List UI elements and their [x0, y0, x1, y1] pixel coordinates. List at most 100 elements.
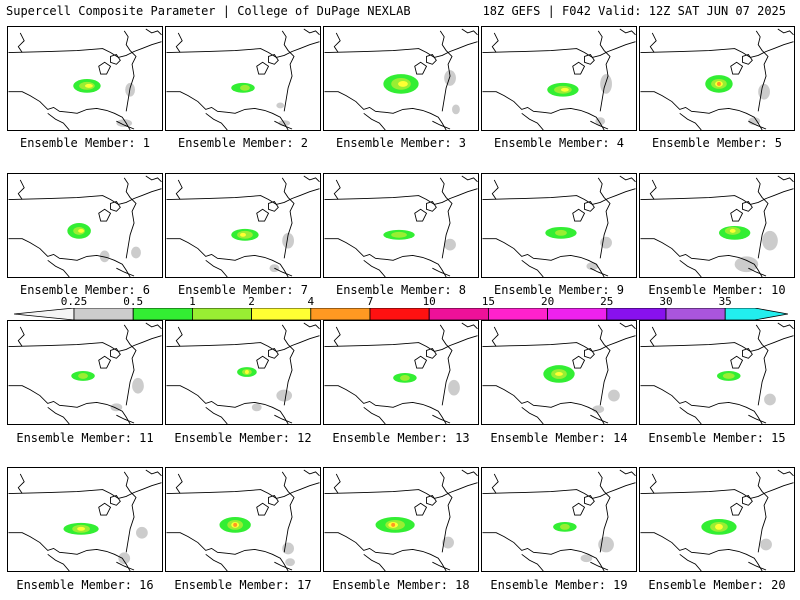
map-boundary	[590, 267, 609, 277]
map-canvas	[166, 175, 320, 277]
scp-shading-low	[762, 230, 778, 251]
scp-shading	[244, 370, 249, 374]
map-boundary	[145, 175, 162, 183]
map-boundary	[777, 28, 794, 36]
colorbar-segment	[547, 308, 608, 320]
map-boundary	[742, 53, 753, 65]
ensemble-member-map	[165, 26, 321, 131]
map-boundary	[619, 28, 636, 36]
map-canvas	[324, 322, 478, 424]
colorbar-segment	[73, 308, 134, 320]
map-boundary	[256, 61, 270, 75]
map-boundary	[755, 324, 769, 406]
map-boundary	[175, 32, 183, 53]
scp-shading-low	[285, 558, 295, 567]
ensemble-member-map	[7, 467, 163, 572]
colorbar-tick-label: 20	[540, 295, 555, 308]
map-boundary	[742, 200, 753, 212]
map-boundary	[426, 347, 437, 359]
scp-shading-low	[444, 70, 456, 86]
map-canvas	[324, 469, 478, 571]
map-boundary	[640, 238, 763, 277]
map-boundary	[47, 553, 70, 571]
map-boundary	[590, 120, 609, 130]
map-boundary	[461, 28, 478, 36]
ensemble-member-label: Ensemble Member: 2	[177, 136, 309, 150]
scp-shading-low	[132, 377, 144, 394]
map-canvas	[8, 28, 162, 130]
map-canvas	[324, 28, 478, 130]
ensemble-member-label: Ensemble Member: 15	[648, 431, 786, 445]
map-boundary	[116, 414, 135, 424]
map-boundary	[8, 335, 162, 352]
map-canvas	[640, 28, 794, 130]
map-boundary	[175, 326, 183, 347]
map-boundary	[491, 326, 499, 347]
ensemble-member-label: Ensemble Member: 3	[335, 136, 467, 150]
map-boundary	[324, 532, 447, 571]
ensemble-member-map	[481, 26, 637, 131]
scp-shading-low	[760, 538, 772, 551]
colorbar-tick-label: 25	[600, 295, 614, 308]
map-boundary	[521, 553, 544, 571]
map-boundary	[426, 200, 437, 212]
map-boundary	[324, 482, 478, 499]
colorbar-segment	[665, 308, 726, 320]
map-boundary	[584, 347, 595, 359]
map-boundary	[414, 355, 428, 369]
map-boundary	[8, 41, 162, 58]
map-boundary	[324, 385, 447, 424]
map-boundary	[268, 347, 279, 359]
map-boundary	[303, 322, 320, 330]
map-boundary	[414, 208, 428, 222]
scp-shading	[391, 522, 396, 527]
map-boundary	[461, 322, 478, 330]
scp-shading-low	[282, 542, 295, 555]
ensemble-member-map	[7, 173, 163, 278]
ensemble-member-map	[165, 467, 321, 572]
scp-shading	[391, 231, 407, 238]
map-boundary	[268, 494, 279, 506]
ensemble-member-map	[481, 467, 637, 572]
ensemble-member-label: Ensemble Member: 7	[177, 283, 309, 297]
scp-shading-low	[764, 393, 776, 406]
map-canvas	[324, 175, 478, 277]
ensemble-member-label: Ensemble Member: 17	[174, 578, 312, 592]
scp-shading	[240, 232, 246, 237]
map-boundary	[166, 238, 289, 277]
map-boundary	[256, 208, 270, 222]
map-title: Supercell Composite Parameter | College …	[6, 4, 411, 18]
map-boundary	[256, 355, 270, 369]
map-boundary	[482, 385, 605, 424]
colorbar-tick-label: 0.5	[123, 295, 144, 308]
map-boundary	[98, 61, 112, 75]
map-boundary	[482, 482, 636, 499]
scp-shading-low	[580, 554, 593, 563]
map-boundary	[145, 322, 162, 330]
scp-shading	[78, 372, 88, 379]
ensemble-member-map	[7, 26, 163, 131]
map-boundary	[679, 259, 702, 277]
ensemble-member-label: Ensemble Member: 18	[332, 578, 470, 592]
map-boundary	[521, 406, 544, 424]
ensemble-member-label: Ensemble Member: 4	[493, 136, 625, 150]
map-boundary	[274, 267, 293, 277]
map-boundary	[461, 175, 478, 183]
colorbar-tick-label: 1	[189, 295, 196, 308]
map-boundary	[432, 414, 451, 424]
scp-shading-low	[592, 405, 605, 414]
map-boundary	[777, 322, 794, 330]
scp-shading-low	[118, 552, 131, 565]
map-boundary	[619, 322, 636, 330]
scp-shading-low	[758, 83, 770, 100]
map-boundary	[116, 120, 135, 130]
map-boundary	[649, 326, 657, 347]
ensemble-member-map	[639, 173, 795, 278]
map-boundary	[17, 473, 25, 494]
ensemble-member-label: Ensemble Member: 10	[648, 283, 786, 297]
map-boundary	[748, 267, 767, 277]
scp-shading	[555, 229, 567, 236]
scp-shading-low	[136, 526, 148, 539]
map-boundary	[619, 175, 636, 183]
map-boundary	[303, 469, 320, 477]
